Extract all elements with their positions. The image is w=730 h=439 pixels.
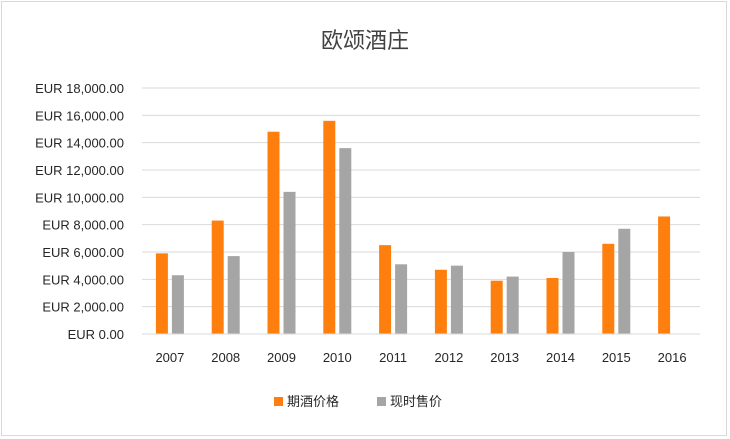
- bar-series-2-2013: [506, 276, 519, 334]
- x-tick-label: 2014: [546, 350, 575, 365]
- y-tick-label: EUR 2,000.00: [42, 300, 124, 315]
- bar-series-1-2016: [658, 216, 671, 334]
- y-tick-label: EUR 10,000.00: [35, 190, 124, 205]
- bar-series-2-2011: [395, 264, 408, 334]
- legend-label: 期酒价格: [287, 394, 339, 410]
- x-axis-ticks: 2007 2008 2009 2010 2011 2012 2013 2014 2015 2016: [155, 350, 686, 365]
- legend-swatch: [377, 397, 386, 406]
- y-tick-label: EUR 16,000.00: [35, 108, 124, 123]
- bar-series-1-2015: [602, 243, 615, 334]
- bar-series-2-2012: [450, 265, 463, 334]
- x-tick-label: 2007: [155, 350, 184, 365]
- bar-series-1-2014: [546, 277, 559, 334]
- bar-series-2-2009: [283, 191, 296, 334]
- bar-series-2-2008: [227, 256, 240, 334]
- x-tick-label: 2012: [434, 350, 463, 365]
- bar-series-2-2014: [562, 252, 575, 334]
- legend-swatch: [274, 397, 283, 406]
- bar-series-1-2012: [434, 269, 447, 334]
- x-tick-label: 2013: [490, 350, 519, 365]
- y-axis-ticks: EUR 0.00 EUR 2,000.00 EUR 4,000.00 EUR 6,00…: [35, 81, 124, 342]
- bars: [155, 120, 671, 334]
- bar-series-2-2007: [171, 275, 184, 334]
- bar-series-1-2008: [211, 220, 224, 334]
- legend: 期酒价格 现时售价: [274, 394, 442, 410]
- y-tick-label: EUR 18,000.00: [35, 81, 124, 96]
- x-tick-label: 2011: [379, 350, 407, 365]
- bar-series-2-2015: [618, 228, 631, 334]
- bar-series-2-2010: [339, 148, 352, 334]
- bar-series-1-2009: [267, 131, 280, 334]
- y-tick-label: EUR 8,000.00: [42, 218, 124, 233]
- y-tick-label: EUR 14,000.00: [35, 136, 124, 151]
- bar-series-1-2010: [323, 120, 336, 334]
- y-tick-label: EUR 4,000.00: [42, 272, 124, 287]
- gridlines: [142, 87, 700, 308]
- y-tick-label: EUR 12,000.00: [35, 163, 124, 178]
- y-tick-label: EUR 6,000.00: [42, 245, 124, 260]
- chart-title: 欧颂酒庄: [321, 29, 409, 54]
- legend-label: 现时售价: [390, 394, 442, 410]
- x-tick-label: 2008: [211, 350, 240, 365]
- bar-series-1-2011: [379, 245, 392, 334]
- bar-series-1-2007: [155, 253, 168, 334]
- x-tick-label: 2009: [267, 350, 296, 365]
- x-tick-label: 2010: [323, 350, 352, 365]
- bar-series-1-2013: [490, 280, 503, 334]
- y-tick-label: EUR 0.00: [68, 327, 124, 342]
- x-tick-label: 2015: [602, 350, 631, 365]
- x-tick-label: 2016: [658, 350, 687, 365]
